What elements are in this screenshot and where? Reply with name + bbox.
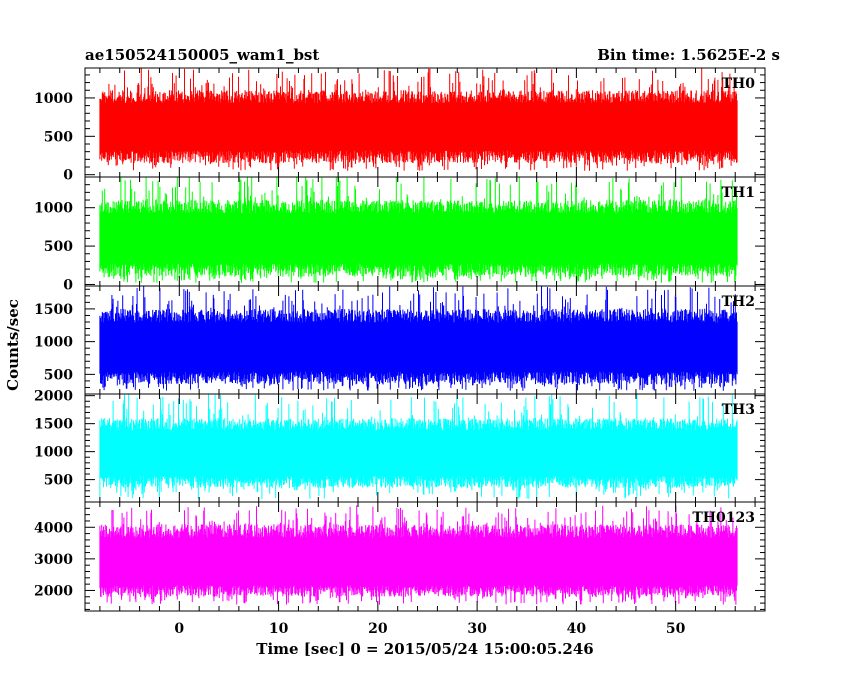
y-tick-label: 500 <box>44 473 73 489</box>
panel-th1: 0 500 1000 TH1 <box>34 176 766 293</box>
y-tick-label: 500 <box>44 367 73 383</box>
x-axis-label: Time [sec] 0 = 2015/05/24 15:00:05.246 <box>256 640 593 658</box>
y-tick-label: 1500 <box>34 417 73 433</box>
panel-th3: 500 1000 1500 2000 TH3 <box>34 389 766 503</box>
y-tick-label: 4000 <box>34 520 73 536</box>
series-line-th1 <box>99 177 738 283</box>
panel-th2: 500 1000 1500 TH2 <box>34 285 766 395</box>
y-tick-label: 1000 <box>34 91 73 107</box>
y-tick-label: 2000 <box>34 583 73 599</box>
panel-th0: 0 500 1000 TH0 <box>34 67 766 184</box>
panel-frame <box>84 501 766 612</box>
panel-label-th2: TH2 <box>722 294 755 310</box>
panel-label-th0: TH0 <box>722 76 756 92</box>
x-tick-label: 50 <box>666 621 686 637</box>
x-tick-label: 10 <box>269 621 289 637</box>
panel-label-th1: TH1 <box>722 185 755 201</box>
panel-label-th0123: TH0123 <box>692 510 755 526</box>
series-line-th0123 <box>99 505 738 605</box>
series-line-th0 <box>99 68 738 171</box>
x-tick-label: 30 <box>467 621 487 637</box>
y-tick-label: 1000 <box>34 201 73 217</box>
chart-title-right: Bin time: 1.5625E-2 s <box>597 46 780 64</box>
series-line-th3 <box>99 394 738 500</box>
x-tick-label: 40 <box>567 621 587 637</box>
x-tick-label: 20 <box>368 621 388 637</box>
panel-th0123: 2000 3000 4000 TH0123 <box>34 501 766 612</box>
y-tick-label: 3000 <box>34 552 73 568</box>
x-axis: 0 10 20 30 40 50 <box>174 621 685 637</box>
y-tick-label: 2000 <box>34 389 73 405</box>
y-tick-label: 0 <box>63 277 73 293</box>
panel-label-th3: TH3 <box>722 402 755 418</box>
y-axis-label: Counts/sec <box>4 299 22 391</box>
series-line-th2 <box>99 286 738 391</box>
chart-title-left: ae150524150005_wam1_bst <box>85 46 319 64</box>
y-tick-label: 500 <box>44 129 73 145</box>
y-tick-label: 1000 <box>34 335 73 351</box>
y-tick-label: 1500 <box>34 302 73 318</box>
y-tick-label: 1000 <box>34 445 73 461</box>
y-tick-label: 500 <box>44 239 73 255</box>
x-tick-label: 0 <box>174 621 184 637</box>
panels: 0 500 1000 TH0 0 500 1000 TH1 500 1000 1500 TH2 500 1… <box>34 67 766 612</box>
y-tick-label: 0 <box>63 168 73 184</box>
